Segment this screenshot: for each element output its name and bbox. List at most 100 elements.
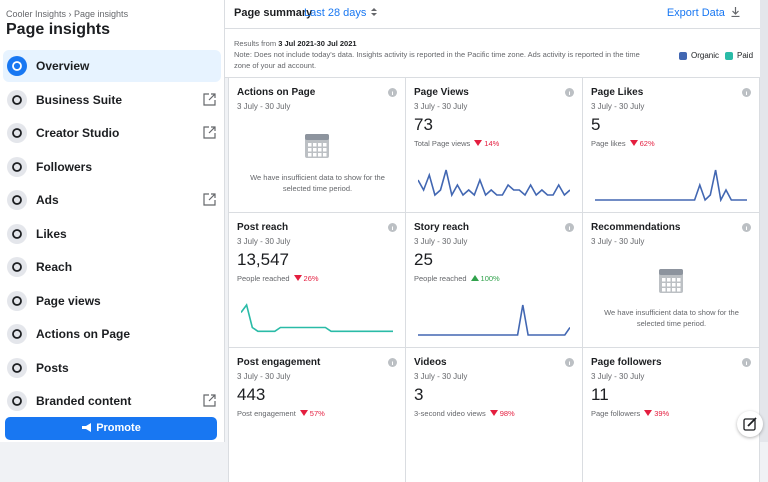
nav-label: Business Suite [36,92,123,107]
nav-item[interactable]: Branded content [3,385,221,417]
icon-glyph [12,228,22,239]
change-arrow [293,275,302,281]
info-icon[interactable] [388,358,397,367]
metric-card: Page Likes 3 July - 30 July 5 Page likes 62% [582,77,760,213]
info-icon[interactable] [742,88,751,97]
date-range[interactable]: Last 28 days [304,7,378,19]
compose-button[interactable] [737,411,763,437]
icon-glyph [12,128,22,138]
card-title: Recommendations [591,222,681,233]
card-title: Videos [414,357,447,368]
calendar-cell [323,153,327,157]
external-icon [203,92,216,106]
card-title: Page followers [591,357,662,368]
card-caption: People reached 100% [414,274,500,283]
calendar-icon [659,269,683,293]
note-text: Note: Does not include today's data. Ins… [234,50,640,70]
nav-icon [7,89,27,110]
trend-line [418,169,570,198]
external-icon [203,126,216,139]
change-arrow [470,275,479,281]
card-title: Post engagement [237,357,321,368]
card-caption: People reached 26% [237,274,319,283]
info-icon[interactable] [742,223,751,232]
change-value: 14% [484,139,500,148]
breadcrumb[interactable]: Cooler Insights › Page insights [6,9,129,19]
nav-icon [7,223,27,244]
arrow-glyph [470,275,479,281]
calendar-cell [667,278,671,282]
icon-bg [7,123,27,143]
calendar-cell [662,283,666,287]
top-bar: Page summary Last 28 days Export Data [225,0,760,29]
nav-label: Overview [36,59,90,73]
info-icon[interactable] [565,358,574,367]
caption-label: Post engagement [237,409,296,418]
empty-message: We have insufficient data to show for th… [604,308,739,328]
card-caption: Post engagement 57% [237,409,325,418]
calendar-cell [308,148,312,152]
card-title: Page Likes [591,87,644,98]
nav-icon [7,357,27,378]
nav-item[interactable]: Overview [3,50,221,82]
metric-card: Actions on Page 3 July - 30 July We have i… [228,77,406,213]
card-title: Actions on Page [237,87,316,98]
calendar-head [305,134,329,140]
promote-button[interactable]: Promote [5,417,217,440]
caption-label: 3-second video views [414,409,486,418]
nav-label: Page views [36,293,101,308]
export-button[interactable]: Export Data [667,7,740,19]
nav-item[interactable]: Actions on Page [3,318,221,350]
arrow-glyph [644,410,653,416]
nav-item[interactable]: Creator Studio [3,117,221,149]
card-dates: 3 July - 30 July [237,102,291,111]
scrollbar[interactable] [760,0,768,442]
calendar-cell [323,148,327,152]
caption-label: Page followers [591,409,641,418]
change-value: 57% [309,409,325,418]
calendar-cell [308,143,312,147]
external-icon [203,193,216,206]
calendar-cell [662,288,666,292]
nav-item[interactable]: Followers [3,151,221,183]
info-glyph [392,361,393,365]
calendar-cell [313,143,317,147]
sparkline [241,303,393,333]
caption-label: Total Page views [414,139,471,148]
arrow-glyph [293,275,302,281]
card-title: Post reach [237,222,289,233]
legend-swatch [679,52,687,60]
change-value: 98% [499,409,515,418]
info-icon[interactable] [565,223,574,232]
nav-item[interactable]: Page views [3,285,221,317]
nav-item[interactable]: Ads [3,184,221,216]
nav-item[interactable]: Business Suite [3,84,221,116]
calendar-cell [672,278,676,282]
nav-item[interactable]: Likes [3,218,221,250]
change-value: 100% [480,274,500,283]
nav-item[interactable]: Reach [3,251,221,283]
calendar-cell [313,148,317,152]
card-value: 5 [591,115,601,134]
nav-item[interactable]: Posts [3,352,221,384]
info-icon[interactable] [388,223,397,232]
nav-label: Reach [36,260,73,274]
external-glyph [203,126,216,139]
results-dates: 3 Jul 2021-30 Jul 2021 [278,39,357,48]
nav-icon [7,324,27,344]
card-caption: Total Page views 14% [414,139,499,148]
sparkline [418,169,570,198]
megaphone-icon [82,423,92,432]
icon-bg [7,357,27,378]
tab[interactable]: Page summary [234,7,313,19]
icon-bg [7,56,27,76]
caption-label: People reached [414,274,467,283]
icon-bg [7,156,27,177]
info-icon[interactable] [565,88,574,97]
range-label: Last 28 days [304,7,367,19]
arrow-glyph [299,410,308,416]
info-icon[interactable] [742,358,751,367]
info-icon[interactable] [388,88,397,97]
sort-icon [371,8,378,16]
